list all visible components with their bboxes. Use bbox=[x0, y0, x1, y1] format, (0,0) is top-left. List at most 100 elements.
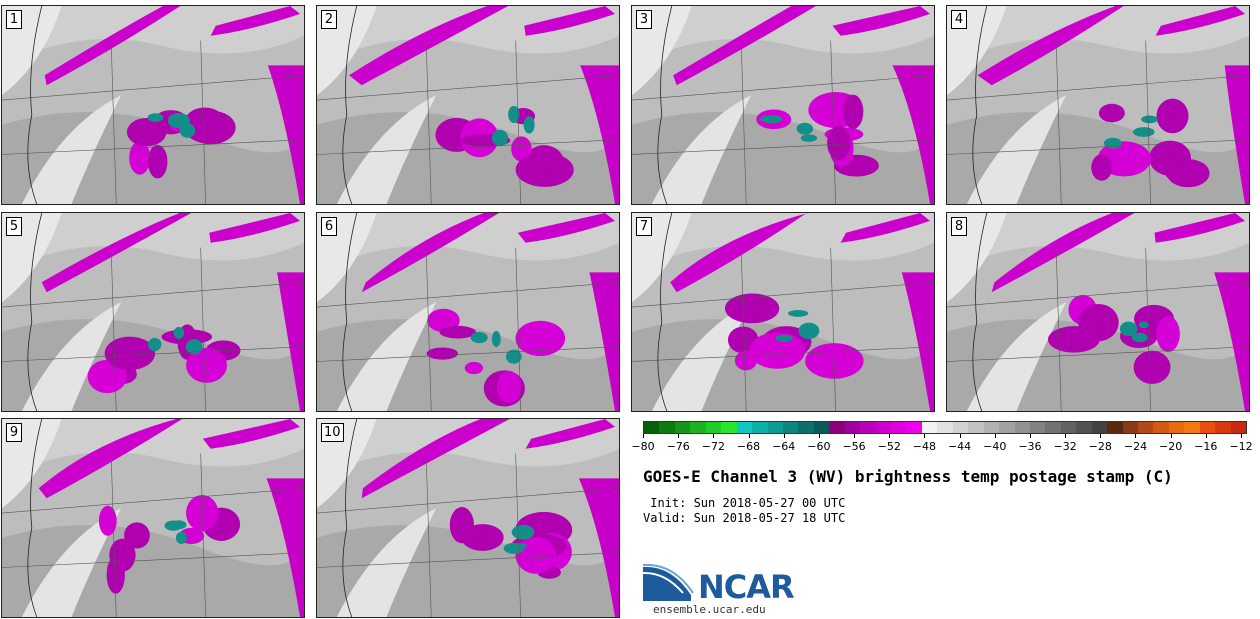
colorbar-segment bbox=[690, 422, 706, 433]
water-vapor-map bbox=[947, 213, 1249, 411]
water-vapor-map bbox=[947, 6, 1249, 204]
ncar-logo-icon bbox=[643, 563, 694, 601]
colorbar-segment bbox=[1107, 422, 1123, 433]
water-vapor-map bbox=[2, 419, 304, 617]
panel-label: 9 bbox=[6, 423, 22, 442]
colorbar-tick bbox=[678, 434, 680, 438]
colorbar-segment bbox=[1230, 422, 1247, 433]
map-panel-1: 1 bbox=[1, 5, 305, 205]
water-vapor-map bbox=[317, 419, 619, 617]
colorbar-segment bbox=[906, 422, 922, 433]
colorbar-segment bbox=[813, 422, 830, 433]
colorbar-tick bbox=[1170, 434, 1172, 438]
colorbar-tick bbox=[713, 434, 715, 438]
colorbar-segment bbox=[1168, 422, 1185, 433]
colorbar-segment bbox=[921, 422, 938, 433]
colorbar-segment bbox=[798, 422, 814, 433]
colorbar-segment bbox=[968, 422, 984, 433]
colorbar-segment bbox=[1184, 422, 1200, 433]
colorbar-segment bbox=[983, 422, 1000, 433]
colorbar-tick bbox=[1065, 434, 1067, 438]
panel-label: 4 bbox=[951, 10, 967, 29]
map-panel-6: 6 bbox=[316, 212, 620, 412]
colorbar-tick-label: −76 bbox=[666, 440, 690, 453]
colorbar-tick-label: −52 bbox=[877, 440, 901, 453]
colorbar-tick-label: −48 bbox=[912, 440, 937, 453]
colorbar-segment bbox=[829, 422, 845, 433]
figure-title: GOES-E Channel 3 (WV) brightness temp po… bbox=[643, 467, 1173, 486]
colorbar-tick-label: −12 bbox=[1229, 440, 1253, 453]
colorbar-tick-label: −80 bbox=[631, 440, 655, 453]
colorbar-tick bbox=[748, 434, 750, 438]
colorbar-tick-label: −20 bbox=[1159, 440, 1183, 453]
panel-label: 7 bbox=[636, 217, 652, 236]
colorbar-tick bbox=[1100, 434, 1102, 438]
panel-label: 10 bbox=[321, 423, 344, 442]
colorbar-segment bbox=[736, 422, 753, 433]
map-panel-5: 5 bbox=[1, 212, 305, 412]
colorbar-tick-label: −24 bbox=[1123, 440, 1148, 453]
colorbar-tick bbox=[783, 434, 785, 438]
map-panel-4: 4 bbox=[946, 5, 1250, 205]
map-panel-2: 2 bbox=[316, 5, 620, 205]
colorbar-segment bbox=[752, 422, 768, 433]
colorbar-segment bbox=[1091, 422, 1108, 433]
colorbar bbox=[643, 421, 1247, 434]
colorbar-tick bbox=[994, 434, 996, 438]
logo-url: ensemble.ucar.edu bbox=[653, 603, 766, 616]
water-vapor-map bbox=[632, 213, 934, 411]
colorbar-tick bbox=[643, 434, 644, 438]
panel-label: 5 bbox=[6, 217, 22, 236]
colorbar-tick bbox=[924, 434, 926, 438]
colorbar-segment bbox=[1138, 422, 1154, 433]
panel-label: 3 bbox=[636, 10, 652, 29]
water-vapor-map bbox=[317, 6, 619, 204]
map-panel-3: 3 bbox=[631, 5, 935, 205]
logo-wordmark: NCAR bbox=[698, 568, 795, 606]
colorbar-segment bbox=[1014, 422, 1030, 433]
colorbar-segment bbox=[1215, 422, 1231, 433]
colorbar-tick bbox=[1241, 434, 1242, 438]
init-time: Init: Sun 2018-05-27 00 UTC bbox=[643, 496, 846, 510]
valid-time: Valid: Sun 2018-05-27 18 UTC bbox=[643, 511, 846, 525]
colorbar-segment bbox=[659, 422, 675, 433]
colorbar-tick-label: −56 bbox=[842, 440, 866, 453]
colorbar-tick-label: −36 bbox=[1018, 440, 1042, 453]
water-vapor-map bbox=[2, 213, 304, 411]
colorbar-segment bbox=[891, 422, 907, 433]
colorbar-segment bbox=[767, 422, 783, 433]
map-panel-8: 8 bbox=[946, 212, 1250, 412]
colorbar-segment bbox=[1029, 422, 1046, 433]
colorbar-tick-label: −60 bbox=[807, 440, 831, 453]
colorbar-segment bbox=[844, 422, 861, 433]
colorbar-tick bbox=[889, 434, 891, 438]
colorbar-segment bbox=[875, 422, 891, 433]
map-panel-10: 10 bbox=[316, 418, 620, 618]
colorbar-segment bbox=[1076, 422, 1092, 433]
colorbar-tick-label: −28 bbox=[1088, 440, 1112, 453]
colorbar-segment bbox=[1045, 422, 1061, 433]
colorbar-segment bbox=[952, 422, 969, 433]
panel-label: 6 bbox=[321, 217, 337, 236]
colorbar-tick-label: −68 bbox=[736, 440, 761, 453]
colorbar-tick bbox=[854, 434, 856, 438]
colorbar-tick-label: −32 bbox=[1053, 440, 1077, 453]
colorbar-segment bbox=[1122, 422, 1138, 433]
water-vapor-map bbox=[2, 6, 304, 204]
water-vapor-map bbox=[317, 213, 619, 411]
colorbar-segment bbox=[999, 422, 1015, 433]
colorbar-segment bbox=[782, 422, 799, 433]
colorbar-tick bbox=[818, 434, 820, 438]
colorbar-segment bbox=[674, 422, 691, 433]
colorbar-tick bbox=[1205, 434, 1207, 438]
colorbar-ticks: −80 −76 −72 −68 −64 −60 −56 −52 −48 −44 −40 −36 −32−… bbox=[631, 434, 1253, 456]
colorbar-segment bbox=[1060, 422, 1077, 433]
colorbar-segment bbox=[1153, 422, 1169, 433]
colorbar-tick-label: −44 bbox=[947, 440, 972, 453]
colorbar-tick-label: −72 bbox=[701, 440, 725, 453]
panel-label: 2 bbox=[321, 10, 337, 29]
panel-label: 8 bbox=[951, 217, 967, 236]
colorbar-segment bbox=[644, 422, 660, 433]
colorbar-tick bbox=[1135, 434, 1137, 438]
colorbar-tick-label: −40 bbox=[983, 440, 1007, 453]
